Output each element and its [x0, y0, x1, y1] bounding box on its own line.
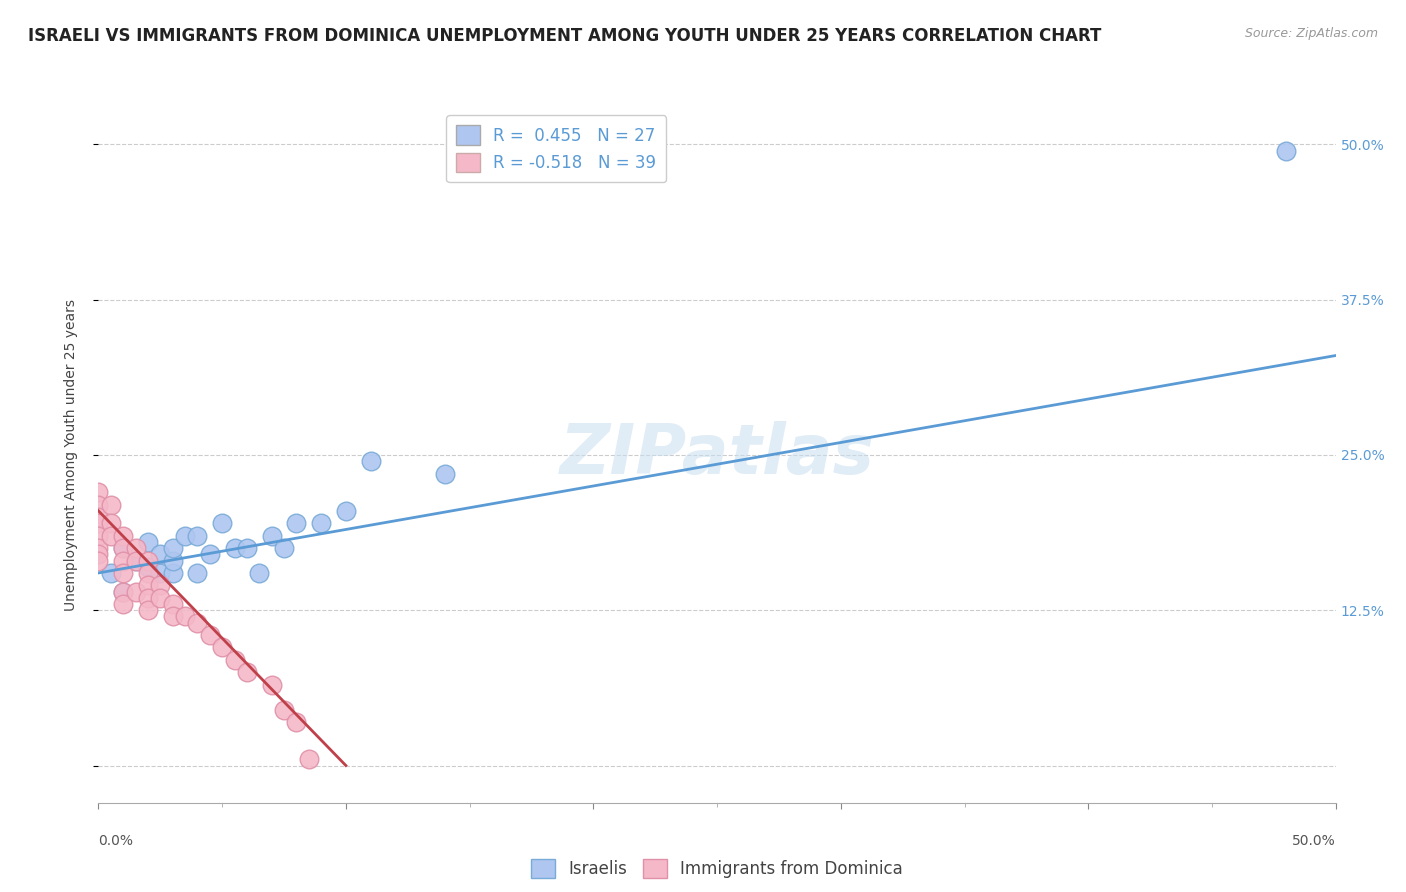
Legend: Israelis, Immigrants from Dominica: Israelis, Immigrants from Dominica — [524, 853, 910, 885]
Text: 50.0%: 50.0% — [1292, 834, 1336, 848]
Point — [162, 566, 184, 580]
Point — [198, 547, 221, 561]
Point — [112, 566, 135, 580]
Point — [162, 609, 184, 624]
Point — [236, 665, 259, 680]
Y-axis label: Unemployment Among Youth under 25 years: Unemployment Among Youth under 25 years — [63, 299, 77, 611]
Point — [136, 559, 159, 574]
Point — [112, 541, 135, 555]
Point — [112, 584, 135, 599]
Point — [87, 529, 110, 543]
Point — [112, 529, 135, 543]
Point — [211, 516, 233, 531]
Point — [136, 603, 159, 617]
Point — [124, 553, 146, 567]
Point — [136, 591, 159, 605]
Point — [100, 566, 122, 580]
Point — [149, 578, 172, 592]
Point — [360, 454, 382, 468]
Point — [162, 597, 184, 611]
Point — [186, 566, 208, 580]
Point — [87, 510, 110, 524]
Point — [100, 529, 122, 543]
Point — [162, 541, 184, 555]
Point — [298, 752, 321, 766]
Point — [124, 584, 146, 599]
Point — [285, 516, 308, 531]
Point — [112, 553, 135, 567]
Point — [149, 566, 172, 580]
Point — [124, 553, 146, 567]
Point — [335, 504, 357, 518]
Point — [1275, 144, 1298, 158]
Point — [100, 498, 122, 512]
Point — [273, 703, 295, 717]
Point — [87, 553, 110, 567]
Point — [174, 609, 197, 624]
Point — [273, 541, 295, 555]
Point — [87, 547, 110, 561]
Point — [260, 529, 283, 543]
Point — [136, 553, 159, 567]
Point — [87, 498, 110, 512]
Point — [112, 584, 135, 599]
Point — [112, 541, 135, 555]
Point — [136, 534, 159, 549]
Point — [87, 516, 110, 531]
Point — [198, 628, 221, 642]
Point — [285, 714, 308, 729]
Point — [211, 640, 233, 655]
Text: 0.0%: 0.0% — [98, 834, 134, 848]
Text: Source: ZipAtlas.com: Source: ZipAtlas.com — [1244, 27, 1378, 40]
Point — [247, 566, 270, 580]
Point — [186, 529, 208, 543]
Point — [174, 529, 197, 543]
Point — [433, 467, 456, 481]
Point — [236, 541, 259, 555]
Point — [136, 578, 159, 592]
Point — [149, 547, 172, 561]
Point — [162, 553, 184, 567]
Point — [87, 541, 110, 555]
Point — [186, 615, 208, 630]
Point — [224, 653, 246, 667]
Point — [224, 541, 246, 555]
Point — [87, 485, 110, 500]
Point — [136, 566, 159, 580]
Point — [124, 541, 146, 555]
Point — [112, 597, 135, 611]
Point — [260, 678, 283, 692]
Text: ISRAELI VS IMMIGRANTS FROM DOMINICA UNEMPLOYMENT AMONG YOUTH UNDER 25 YEARS CORR: ISRAELI VS IMMIGRANTS FROM DOMINICA UNEM… — [28, 27, 1101, 45]
Point — [309, 516, 332, 531]
Point — [100, 516, 122, 531]
Text: ZIPatlas: ZIPatlas — [560, 421, 875, 489]
Point — [149, 591, 172, 605]
